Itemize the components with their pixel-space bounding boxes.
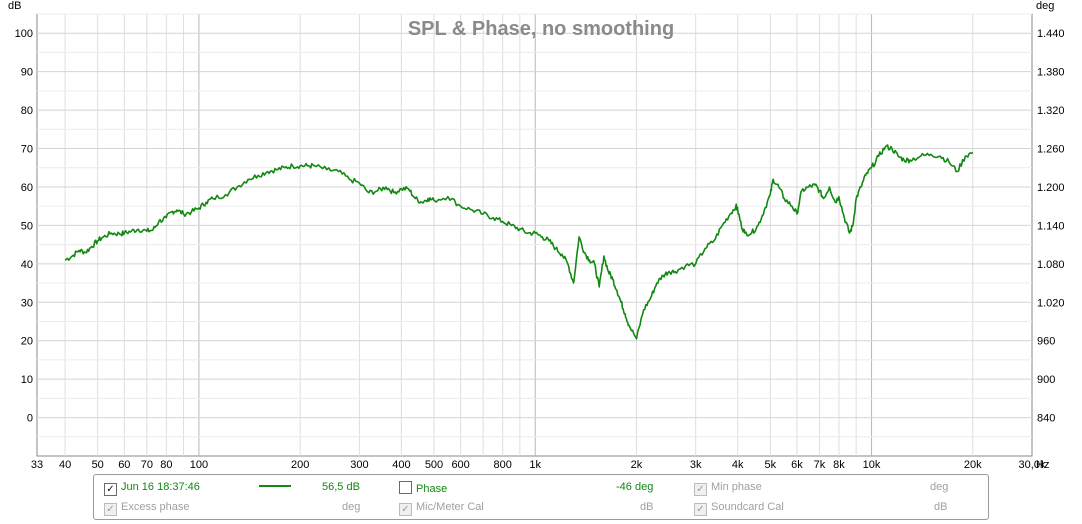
min-phase-unit: deg — [930, 481, 949, 493]
x-tick-label: 800 — [493, 459, 511, 470]
x-tick-label: 33 — [31, 459, 43, 470]
soundcard-cal-unit: dB — [934, 501, 948, 513]
x-axis: 33 40 50 60 70 80 100 200 300 400 500 600 800 1k 2k 3k 4… — [31, 459, 1046, 470]
y-tick-label: 90 — [21, 67, 33, 79]
soundcard-cal-label: Soundcard Cal — [711, 501, 784, 513]
x-tick-label: 8k — [833, 459, 845, 470]
y-tick-label: 100 — [15, 28, 33, 40]
y2-tick-label: 1.080 — [1037, 259, 1065, 271]
excess-phase-toggle: ✓ Excess phase — [104, 501, 189, 516]
soundcard-cal-toggle: ✓ Soundcard Cal — [694, 501, 784, 516]
x-tick-label: 4k — [732, 459, 744, 470]
spl-series-line — [64, 144, 974, 340]
x-tick-label: 60 — [118, 459, 130, 470]
x-tick-label: 200 — [291, 459, 309, 470]
measurement-label: Jun 16 18:37:46 — [121, 481, 200, 493]
min-phase-toggle: ✓ Min phase — [694, 481, 762, 496]
y-tick-label: 20 — [21, 336, 33, 348]
series-layer — [64, 144, 974, 340]
y-tick-label: 50 — [21, 220, 33, 232]
mic-cal-toggle: ✓ Mic/Meter Cal — [399, 501, 484, 516]
excess-phase-label: Excess phase — [121, 501, 190, 513]
phase-checkbox[interactable] — [399, 481, 412, 494]
x-tick-label: 10k — [863, 459, 881, 470]
phase-label: Phase — [416, 483, 448, 495]
x-tick-label: 500 — [425, 459, 443, 470]
legend-row-2: ✓ Excess phase deg ✓ Mic/Meter Cal dB ✓ Sou… — [94, 498, 988, 518]
y-tick-label: 80 — [21, 105, 33, 117]
measurement-checkbox[interactable]: ✓ — [104, 483, 117, 496]
mic-cal-label: Mic/Meter Cal — [416, 501, 484, 513]
x-tick-label: 50 — [92, 459, 104, 470]
y2-tick-label: 840 — [1037, 413, 1055, 425]
x-tick-label: 1k — [529, 459, 541, 470]
x-tick-label: 600 — [451, 459, 469, 470]
measurement-value: 56,5 dB — [322, 481, 360, 493]
x-tick-label: 100 — [190, 459, 208, 470]
measurement-toggle[interactable]: ✓ Jun 16 18:37:46 — [104, 481, 200, 496]
grid — [37, 13, 1032, 456]
legend-row-1: ✓ Jun 16 18:37:46 56,5 dB Phase -46 deg ✓… — [94, 478, 988, 498]
y-axis-left: 0 10 20 30 40 50 60 70 80 90 100 — [15, 28, 33, 424]
legend-panel: ✓ Jun 16 18:37:46 56,5 dB Phase -46 deg ✓… — [93, 474, 989, 520]
y2-tick-label: 960 — [1037, 336, 1055, 348]
y-tick-label: 60 — [21, 182, 33, 194]
plot-area — [36, 13, 1033, 457]
x-tick-label: 2k — [631, 459, 643, 470]
y-tick-label: 0 — [27, 413, 33, 425]
x-axis-unit: Hz — [1036, 459, 1049, 470]
excess-phase-unit: deg — [342, 501, 361, 513]
y2-tick-label: 1.020 — [1037, 297, 1065, 309]
chart-title: SPL & Phase, no smoothing — [408, 18, 674, 40]
y2-tick-label: 900 — [1037, 374, 1055, 386]
y2-tick-label: 1.320 — [1037, 105, 1065, 117]
left-axis-unit: dB — [8, 0, 21, 12]
y2-tick-label: 1.380 — [1037, 67, 1065, 79]
y2-tick-label: 1.140 — [1037, 220, 1065, 232]
x-tick-label: 80 — [160, 459, 172, 470]
phase-value: -46 deg — [616, 481, 654, 493]
x-tick-label: 7k — [814, 459, 826, 470]
phase-toggle[interactable]: Phase — [399, 481, 447, 495]
x-tick-label: 300 — [350, 459, 368, 470]
x-tick-label: 70 — [141, 459, 153, 470]
measurement-color-swatch — [259, 481, 291, 493]
x-tick-label: 400 — [392, 459, 410, 470]
y-tick-label: 70 — [21, 144, 33, 156]
x-tick-label: 5k — [764, 459, 776, 470]
y2-tick-label: 1.200 — [1037, 182, 1065, 194]
x-tick-label: 3k — [690, 459, 702, 470]
min-phase-checkbox: ✓ — [694, 483, 707, 496]
y2-tick-label: 1.440 — [1037, 28, 1065, 40]
mic-cal-checkbox: ✓ — [399, 503, 412, 516]
y-tick-label: 30 — [21, 297, 33, 309]
min-phase-label: Min phase — [711, 481, 762, 493]
right-axis-unit: deg — [1036, 0, 1054, 12]
y-axis-right: 840 900 960 1.020 1.080 1.140 1.200 1.260 1.320 1… — [1037, 28, 1065, 424]
x-tick-label: 40 — [59, 459, 71, 470]
x-tick-label: 30,0k — [1019, 459, 1046, 470]
excess-phase-checkbox: ✓ — [104, 503, 117, 516]
x-tick-label: 6k — [791, 459, 803, 470]
mic-cal-unit: dB — [640, 501, 654, 513]
soundcard-cal-checkbox: ✓ — [694, 503, 707, 516]
spl-phase-chart: 33 40 50 60 70 80 100 200 300 400 500 600 800 1k 2k 3k 4… — [8, 0, 1065, 470]
y2-tick-label: 1.260 — [1037, 144, 1065, 156]
y-tick-label: 40 — [21, 259, 33, 271]
x-tick-label: 20k — [964, 459, 982, 470]
y-tick-label: 10 — [21, 374, 33, 386]
